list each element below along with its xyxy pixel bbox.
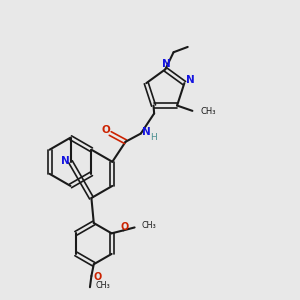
Text: CH₃: CH₃	[201, 107, 216, 116]
Text: CH₃: CH₃	[96, 281, 111, 290]
Text: H: H	[150, 133, 157, 142]
Text: N: N	[186, 75, 194, 85]
Text: O: O	[120, 222, 128, 232]
Text: N: N	[142, 127, 151, 137]
Text: O: O	[93, 272, 101, 283]
Text: CH₃: CH₃	[142, 221, 157, 230]
Text: N: N	[61, 156, 70, 166]
Text: N: N	[161, 59, 170, 69]
Text: O: O	[101, 125, 110, 135]
